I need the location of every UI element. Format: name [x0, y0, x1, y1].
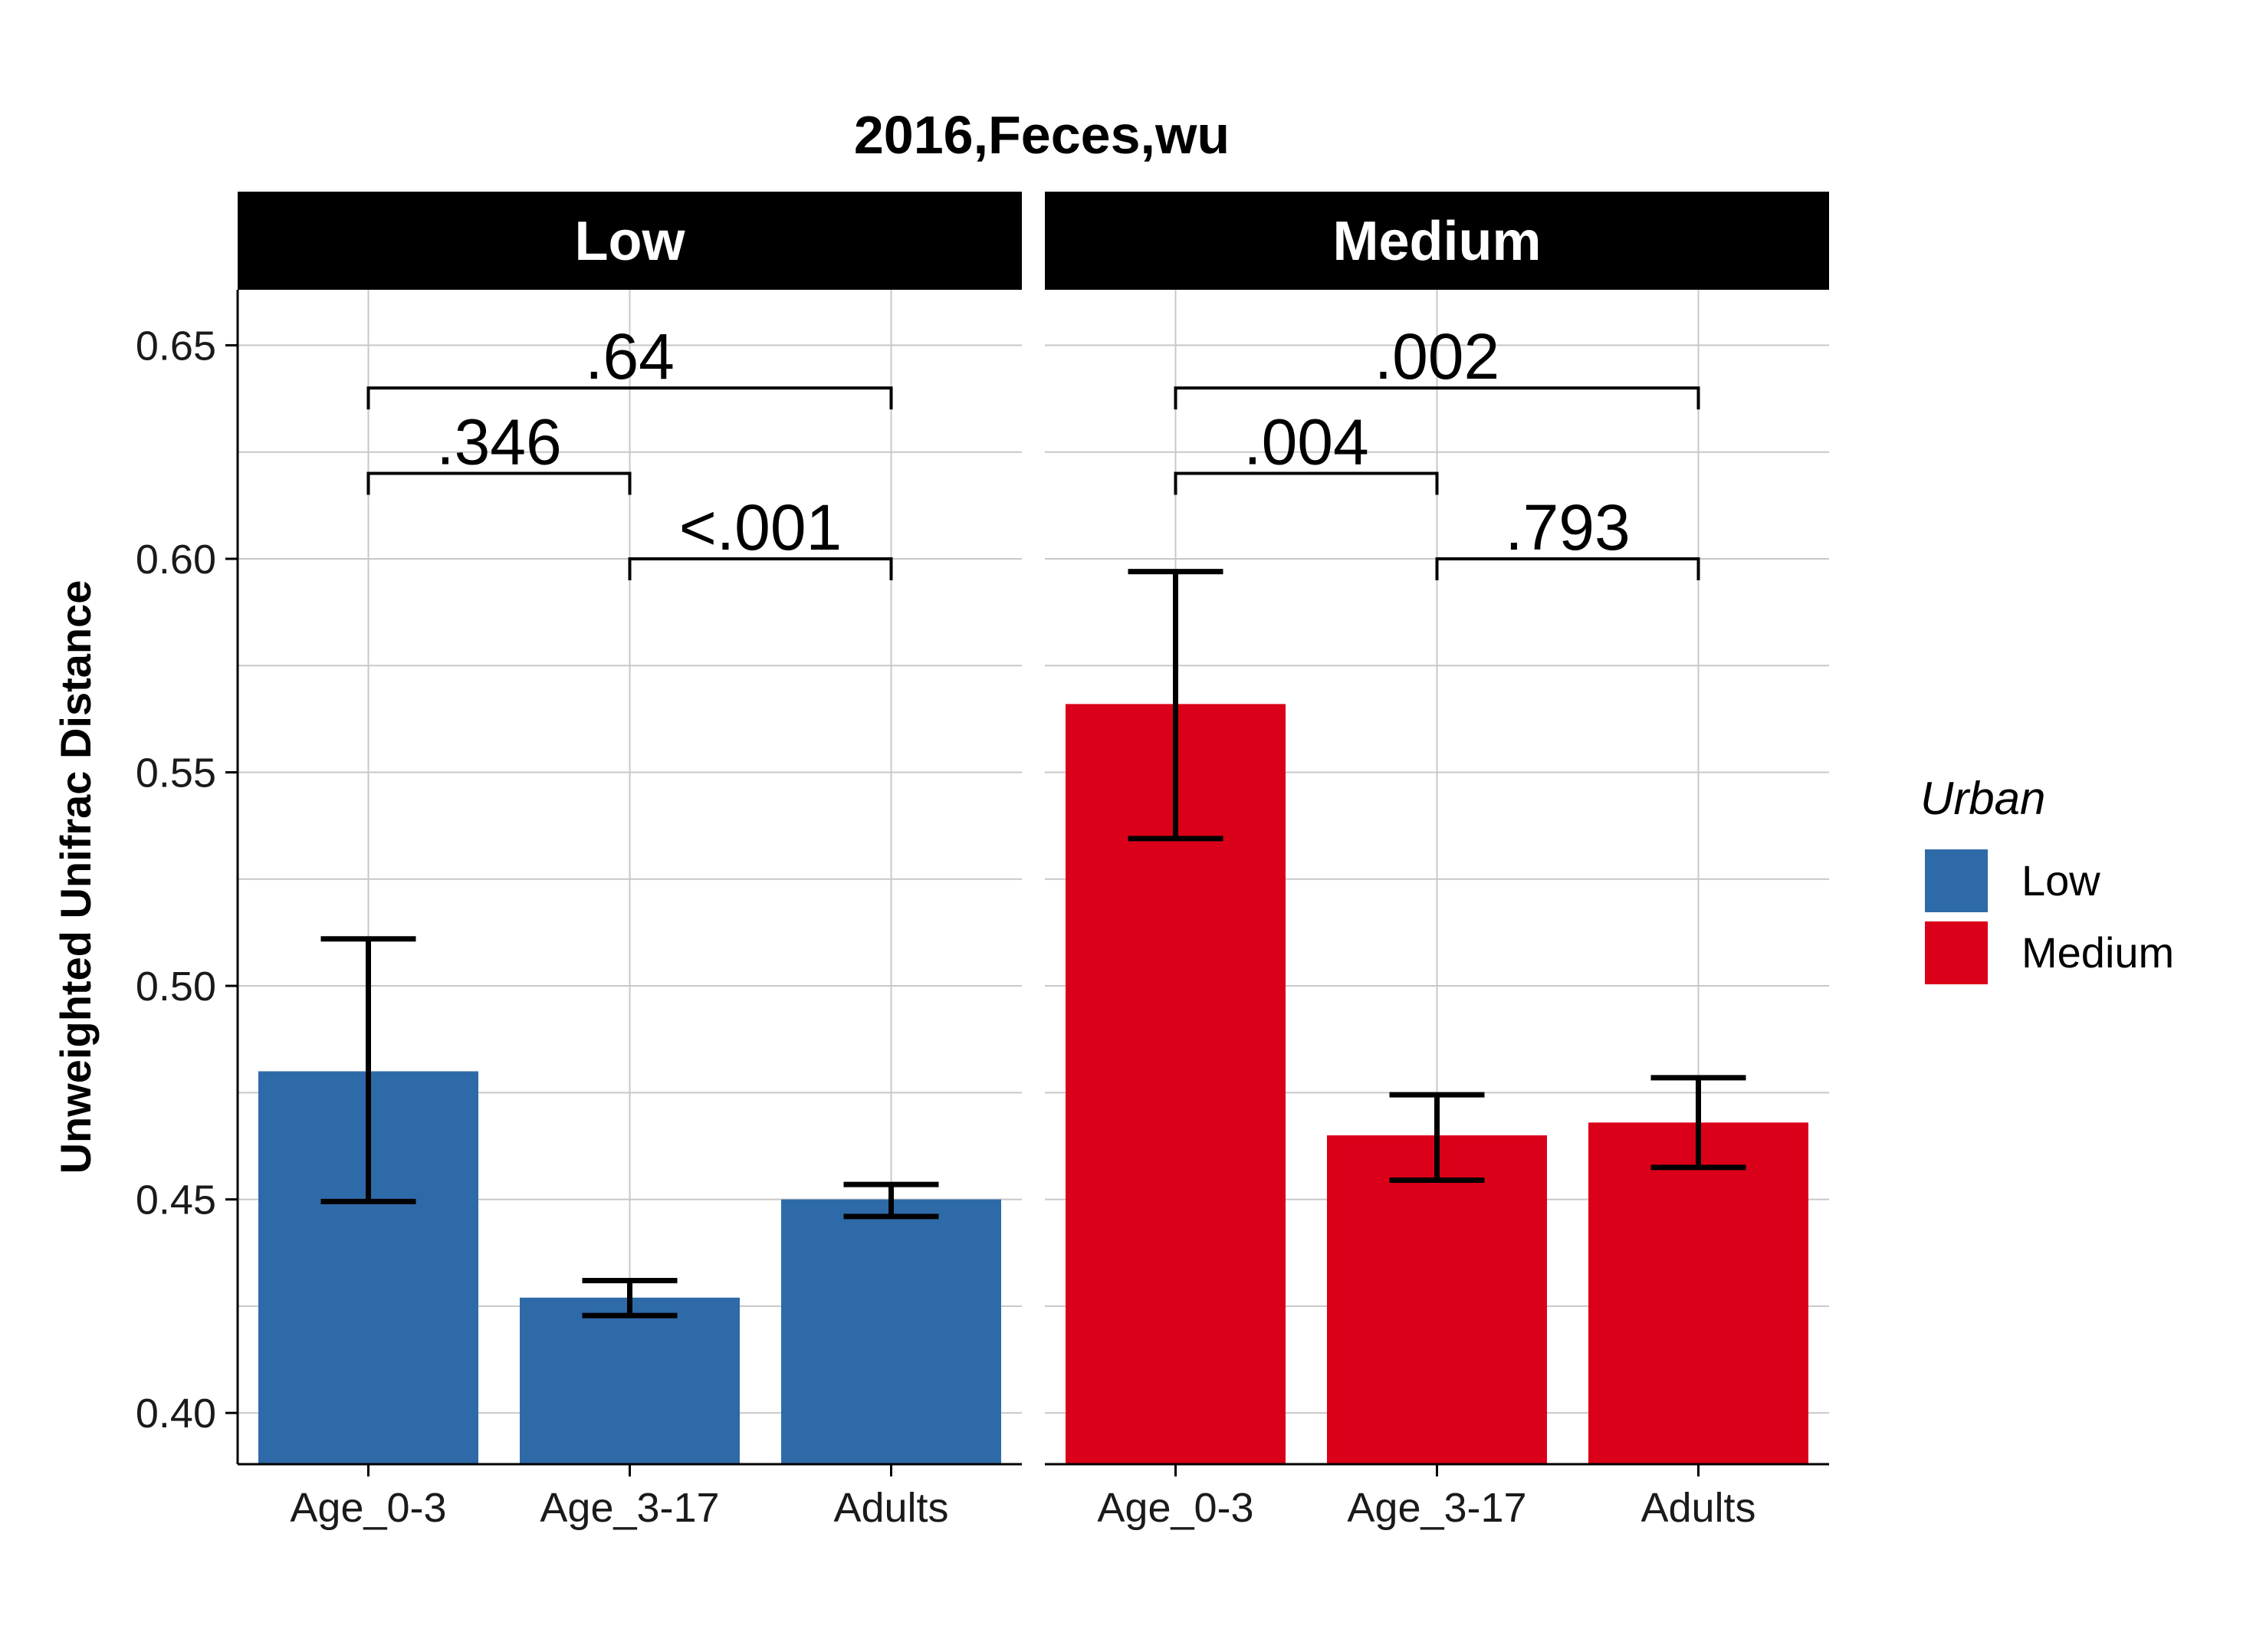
- p-value-label: .346: [436, 406, 562, 478]
- error-bar: [582, 1277, 678, 1319]
- facet-strip: [238, 192, 1022, 290]
- x-tick-label: Age_0-3: [1097, 1485, 1253, 1531]
- legend: Urban Low Medium: [1920, 773, 2174, 984]
- bar-age_3-17: [520, 1297, 740, 1464]
- error-bar: [1128, 569, 1223, 842]
- y-tick-label: 0.65: [136, 323, 216, 369]
- p-value-label: <.001: [679, 491, 842, 563]
- p-value-label: .004: [1243, 406, 1369, 478]
- y-axis-label: Unweighted Unifrac Distance: [51, 580, 100, 1174]
- y-tick-label: 0.40: [136, 1391, 216, 1437]
- facet-strip-label: Medium: [1332, 211, 1541, 272]
- x-tick-label: Adults: [1640, 1485, 1755, 1531]
- legend-swatch: [1925, 921, 1988, 984]
- facet-panel-low: Low .64 .346 <.001 Age_0-3 Age_3-17 Adults: [236, 192, 1022, 1531]
- error-bar: [843, 1181, 939, 1220]
- significance-bracket: <.001: [628, 491, 893, 580]
- facet-strip-label: Low: [575, 211, 686, 272]
- p-value-label: .002: [1374, 320, 1500, 392]
- p-value-label: .64: [585, 320, 675, 392]
- significance-bracket: .64: [366, 320, 893, 410]
- legend-item-low: Low: [1925, 849, 2100, 912]
- bar-age_3-17: [1327, 1135, 1547, 1464]
- legend-swatch: [1925, 849, 1988, 912]
- error-bar: [1650, 1075, 1746, 1171]
- legend-label: Medium: [2021, 928, 2174, 977]
- error-bar: [1389, 1092, 1485, 1184]
- x-tick-label: Age_0-3: [290, 1485, 446, 1531]
- x-tick-label: Age_3-17: [540, 1485, 719, 1531]
- y-tick-label: 0.60: [136, 537, 216, 583]
- bar-adults: [1588, 1122, 1808, 1464]
- error-bar: [320, 936, 416, 1204]
- significance-bracket: .346: [366, 406, 632, 495]
- bar-adults: [781, 1199, 1001, 1464]
- legend-label: Low: [2021, 856, 2100, 905]
- facet-panel-medium: Medium .002.004 .793 Age_0-3 Age_3-17 Adults: [1045, 192, 1829, 1531]
- significance-bracket: .004: [1174, 406, 1439, 495]
- x-tick-label: Adults: [833, 1485, 948, 1531]
- y-tick-label: 0.45: [136, 1177, 216, 1223]
- p-value-label: .793: [1505, 491, 1631, 563]
- legend-title: Urban: [1920, 773, 2045, 824]
- facet-strip: [1045, 192, 1829, 290]
- legend-item-medium: Medium: [1925, 921, 2174, 984]
- significance-bracket: .793: [1435, 491, 1700, 580]
- y-tick-label: 0.55: [136, 750, 216, 796]
- chart-title: 2016,Feces,wu: [854, 105, 1230, 165]
- significance-bracket: .002: [1174, 320, 1700, 410]
- x-tick-label: Age_3-17: [1347, 1485, 1526, 1531]
- y-tick-label: 0.50: [136, 964, 216, 1010]
